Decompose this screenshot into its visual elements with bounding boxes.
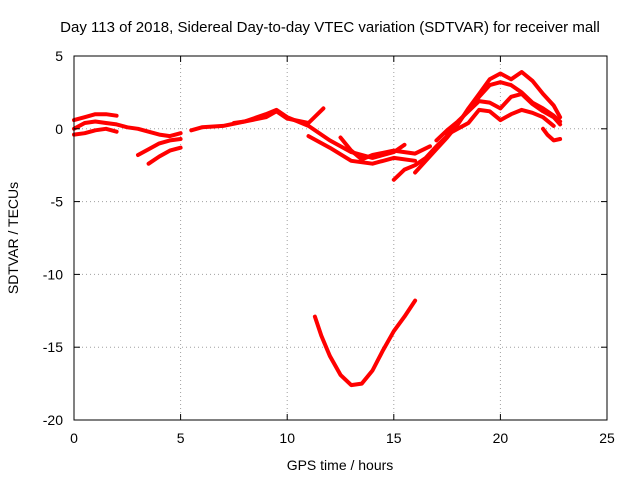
x-tick-label: 15 [386,430,402,446]
chart-title: Day 113 of 2018, Sidereal Day-to-day VTE… [60,19,600,36]
x-axis-label: GPS time / hours [287,457,394,473]
series-arc-6 [191,108,323,130]
series-arc-14 [543,129,560,141]
y-tick-label: 0 [55,121,63,137]
series-arc-2 [74,122,181,137]
series-arc-15 [315,301,415,386]
series-arc-1 [74,114,117,120]
y-tick-labels: -20 -15 -10 -5 0 5 [43,48,63,428]
y-tick-label: -20 [43,412,63,428]
y-tick-label: -15 [43,339,63,355]
x-tick-label: 25 [599,430,615,446]
series-arc-4 [138,139,181,155]
x-tick-labels: 0 5 10 15 20 25 [70,430,615,446]
series-arc-5 [149,148,181,164]
data-series [74,72,560,385]
x-tick-label: 20 [493,430,509,446]
y-tick-label: 5 [55,48,63,64]
y-tick-label: -10 [43,266,63,282]
series-arc-3 [74,129,117,135]
y-tick-label: -5 [51,194,64,210]
sdtvar-chart: Day 113 of 2018, Sidereal Day-to-day VTE… [0,0,640,480]
x-tick-label: 0 [70,430,78,446]
x-tick-label: 5 [177,430,185,446]
series-arc-7 [234,110,405,158]
x-tick-label: 10 [279,430,295,446]
y-axis-label: SDTVAR / TECUs [5,182,21,294]
